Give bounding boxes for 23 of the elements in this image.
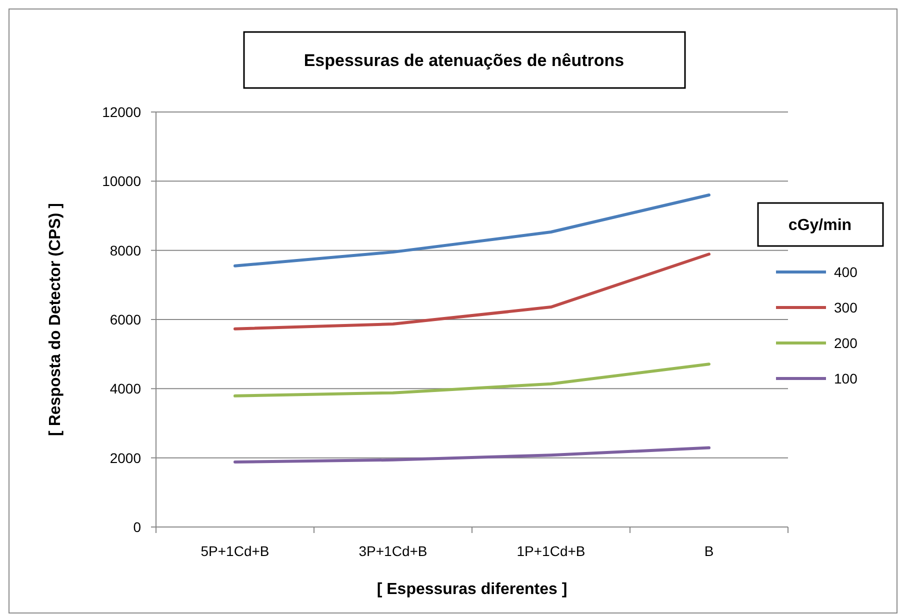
legend-label: 300 <box>834 300 858 316</box>
chart-title: Espessuras de atenuações de nêutrons <box>304 51 624 70</box>
y-tick-label: 6000 <box>110 312 142 328</box>
x-tick-label: 5P+1Cd+B <box>200 543 270 559</box>
y-tick-label: 10000 <box>102 173 142 190</box>
y-axis-title: [ Resposta do Detector (CPS) ] <box>47 203 64 436</box>
y-tick-label: 8000 <box>110 242 142 258</box>
x-tick-label: B <box>704 543 714 559</box>
x-axis-title: [ Espessuras diferentes ] <box>376 581 568 598</box>
line-series <box>234 194 710 268</box>
legend-title: cGy/min <box>788 217 852 234</box>
line-series <box>234 252 710 330</box>
y-tick-label: 2000 <box>110 450 142 466</box>
y-tick-label: 4000 <box>110 380 142 397</box>
y-tick-label: 0 <box>133 519 142 535</box>
legend-label: 400 <box>834 264 858 280</box>
x-tick-label: 1P+1Cd+B <box>516 543 586 559</box>
line-series <box>234 362 710 398</box>
legend-label: 100 <box>834 370 858 386</box>
line-series <box>234 446 710 464</box>
x-tick-label: 3P+1Cd+B <box>358 543 428 559</box>
legend-label: 200 <box>834 335 858 351</box>
y-tick-label: 12000 <box>102 104 142 120</box>
